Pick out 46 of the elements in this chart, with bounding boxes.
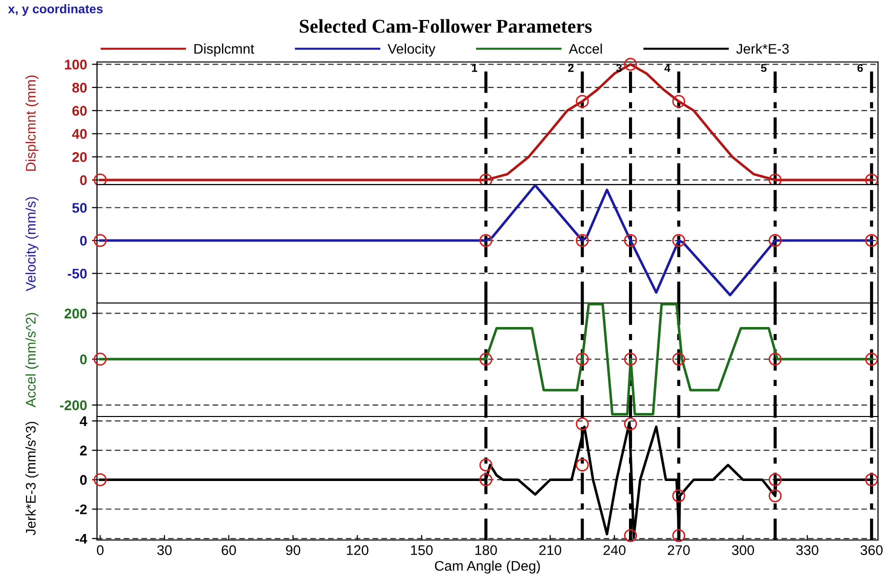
chart-title: Selected Cam-Follower Parameters: [300, 19, 592, 33]
x-tick-label: 0: [96, 545, 104, 556]
x-tick-label: 210: [539, 545, 562, 556]
y-axis-title: Accel (mm/s^2): [25, 312, 38, 408]
y-axis-title: Displcmnt (mm): [25, 76, 38, 171]
y-tick-label: 4: [80, 416, 88, 426]
x-tick-label: 330: [796, 545, 818, 556]
x-tick-label: 180: [475, 545, 497, 556]
x-tick-label: 90: [286, 545, 300, 556]
text: Jerk*E-3: [736, 44, 789, 54]
y-tick-label: -200: [60, 400, 87, 410]
y-tick-label: -50: [68, 268, 87, 279]
y-tick-label: -4: [75, 534, 88, 544]
y-tick-label: 0: [80, 475, 87, 485]
x-tick-label: 150: [411, 545, 433, 556]
text: Displcmnt: [194, 44, 254, 57]
y-tick-label: 20: [72, 152, 87, 162]
y-tick-label: 60: [72, 106, 87, 116]
y-tick-label: 40: [72, 129, 87, 139]
text: Velocity: [388, 44, 436, 57]
x-tick-label: 240: [604, 545, 626, 556]
x-tick-label: 300: [732, 545, 754, 556]
y-tick-label: 80: [72, 82, 87, 93]
x-tick-label: 120: [346, 545, 368, 556]
y-tick-label: 0: [80, 354, 87, 364]
annotation: 5: [760, 64, 767, 72]
x-tick-label: 60: [222, 545, 236, 556]
x-axis-title: Cam Angle (Deg): [434, 560, 540, 574]
annotation: 4: [664, 64, 670, 72]
annotation: 2: [568, 64, 574, 72]
y-tick-label: 2: [80, 446, 87, 456]
y-tick-label: 200: [64, 308, 87, 318]
x-tick-label: 270: [668, 545, 690, 556]
y-tick-label: -2: [75, 504, 87, 514]
text: Accel: [568, 44, 602, 54]
y-axis-title: Jerk*E-3 (mm/s^3): [25, 422, 38, 536]
x-tick-label: 30: [157, 545, 172, 556]
y-axis-title: Velocity (mm/s): [25, 197, 38, 292]
y-tick-label: 50: [72, 202, 87, 213]
y-tick-label: 0: [80, 236, 87, 246]
annotation: 6: [857, 64, 863, 72]
x-tick-label: 360: [860, 545, 883, 556]
text: x, y coordinates: [8, 4, 103, 16]
y-tick-label: 100: [64, 60, 87, 70]
y-tick-label: 0: [80, 175, 87, 186]
annotation: 1: [472, 64, 478, 72]
